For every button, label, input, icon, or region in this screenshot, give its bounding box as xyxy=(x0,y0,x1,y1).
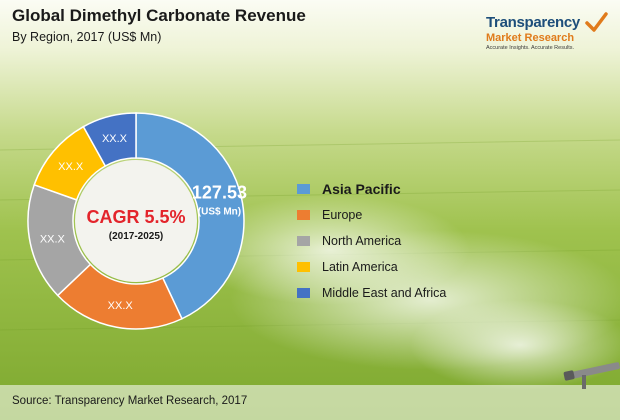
legend-item-europe: Europe xyxy=(297,202,446,228)
legend-item-asia-pacific: Asia Pacific xyxy=(297,176,446,202)
source-note: Source: Transparency Market Research, 20… xyxy=(12,395,248,407)
cagr-label: CAGR 5.5% xyxy=(86,207,185,227)
donut-center xyxy=(75,160,197,282)
checkmark-icon xyxy=(585,12,608,32)
legend-item-latin-america: Latin America xyxy=(297,254,446,280)
legend-item-north-america: North America xyxy=(297,228,446,254)
logo-text-primary: Transparency xyxy=(486,14,580,31)
slice-label-north-america: XX.X xyxy=(40,234,66,246)
logo-tagline: Accurate Insights. Accurate Results. xyxy=(486,45,575,51)
legend-label-asia-pacific: Asia Pacific xyxy=(322,181,401,197)
chart-title: Global Dimethyl Carbonate Revenue xyxy=(12,6,306,25)
donut-slice-middle-east-africa xyxy=(82,112,137,167)
logo-text-secondary: Market Research xyxy=(486,32,575,44)
legend-swatch-europe xyxy=(297,210,310,220)
chart-legend: Asia Pacific Europe North America Latin … xyxy=(297,176,446,306)
legend-label-latin-america: Latin America xyxy=(322,260,398,274)
brand-logo: Transparency Market Research Accurate In… xyxy=(476,12,616,62)
slice-label-middle-east-africa: XX.X xyxy=(102,133,128,145)
legend-item-middle-east-africa: Middle East and Africa xyxy=(297,280,446,306)
sprayer-nozzle-icon xyxy=(563,362,620,389)
legend-label-middle-east-africa: Middle East and Africa xyxy=(322,286,447,300)
slice-label-asia-pacific: 127.53 xyxy=(192,182,247,202)
legend-swatch-latin-america xyxy=(297,262,310,272)
slice-label-latin-america: XX.X xyxy=(58,161,84,173)
donut-chart: 127.53 (US$ Mn) XX.X XX.X XX.X XX.X CAGR 5.5% (… xyxy=(27,112,247,330)
legend-swatch-north-america xyxy=(297,236,310,246)
donut-slice-asia-pacific xyxy=(135,112,245,320)
legend-label-europe: Europe xyxy=(322,208,363,222)
chart-subtitle: By Region, 2017 (US$ Mn) xyxy=(12,30,162,44)
slice-unit-label-asia-pacific: (US$ Mn) xyxy=(198,206,241,217)
cagr-period-label: (2017-2025) xyxy=(109,231,163,242)
slice-label-europe: XX.X xyxy=(108,300,134,312)
legend-swatch-middle-east-africa xyxy=(297,288,310,298)
legend-swatch-asia-pacific xyxy=(297,184,310,194)
legend-label-north-america: North America xyxy=(322,234,402,248)
